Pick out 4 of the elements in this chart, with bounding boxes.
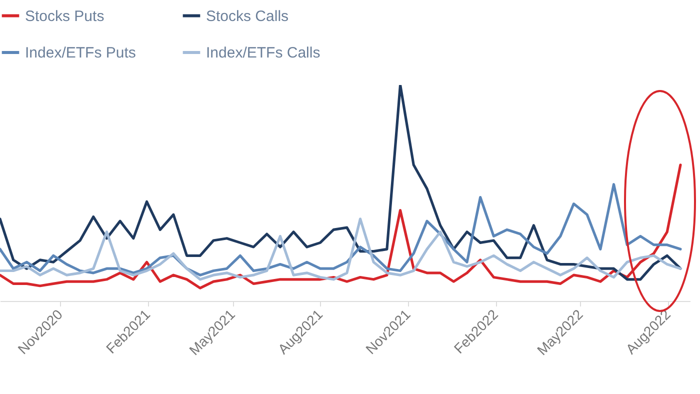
legend-label: Stocks Calls — [206, 8, 289, 25]
legend-label: Stocks Puts — [25, 8, 104, 25]
legend-label: Index/ETFs Calls — [206, 44, 320, 62]
legend-label: Index/ETFs Puts — [25, 44, 136, 62]
